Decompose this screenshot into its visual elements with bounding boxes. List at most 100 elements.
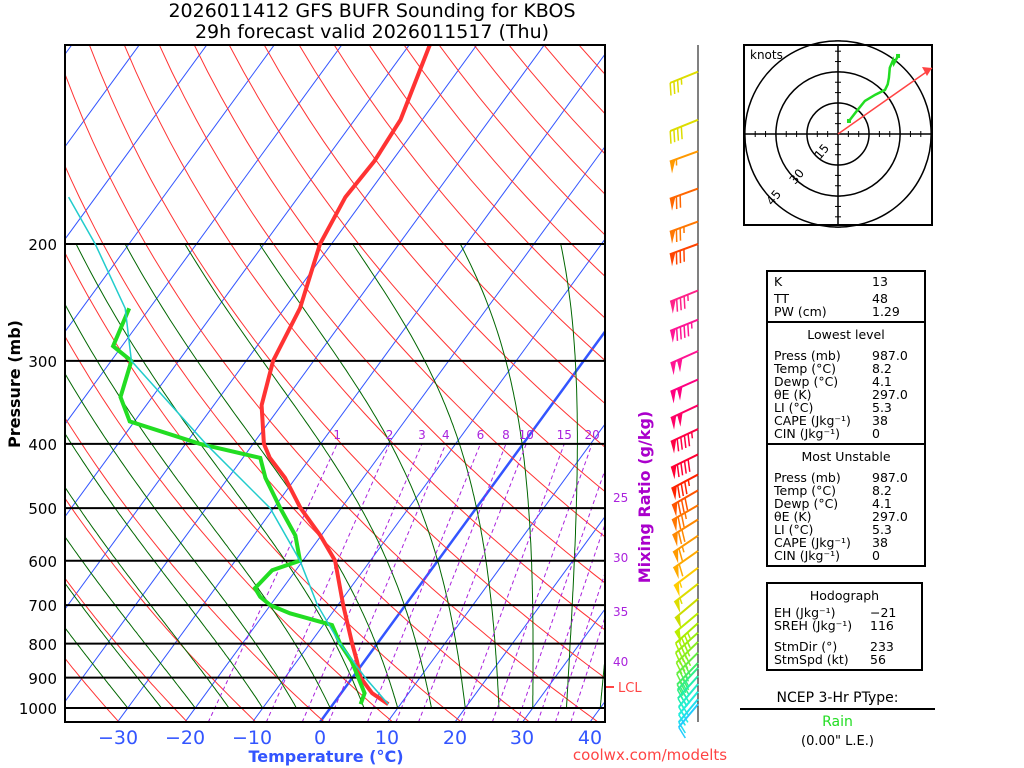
title-line-1: 2026011412 GFS BUFR Sounding for KBOS	[168, 0, 575, 22]
pressure-tick: 500	[28, 500, 57, 518]
wind-barb	[672, 550, 699, 580]
site-link[interactable]: coolwx.com/modelts	[573, 746, 727, 764]
index-row: θE (K) 297.0	[774, 388, 918, 401]
mixing-ratio-tick: 3	[418, 428, 426, 442]
index-row: CIN (Jkg⁻¹) 0	[774, 427, 918, 440]
dry-adiabat-line	[88, 45, 605, 679]
index-label: CAPE (Jkg⁻¹)	[774, 535, 851, 550]
barb-feather	[680, 462, 684, 476]
wind-barb	[669, 243, 699, 267]
barb-feather	[687, 323, 690, 337]
barb-half-feather	[686, 641, 691, 649]
moist-adiabat-line	[65, 582, 162, 709]
moist-adiabat-line	[459, 243, 534, 708]
index-value: 5.3	[872, 400, 892, 415]
barb-staff	[677, 691, 699, 716]
index-label: TT	[774, 291, 790, 306]
barb-pennant	[677, 412, 683, 427]
index-label: CAPE (Jkg⁻¹)	[774, 413, 851, 428]
index-row: EH (Jkg⁻¹) −21	[774, 606, 915, 619]
pressure-tick: 400	[28, 436, 57, 454]
index-value: 48	[872, 291, 888, 306]
temperature-tick: −10	[232, 727, 272, 749]
index-row: Temp (°C) 8.2	[774, 484, 918, 497]
barb-staff	[677, 675, 699, 699]
wind-barb	[669, 289, 699, 314]
barb-pennant	[676, 386, 683, 401]
profiles	[67, 45, 432, 706]
index-label: Temp (°C)	[774, 483, 837, 498]
barb-half-feather	[681, 546, 685, 553]
dry-adiabat-line	[123, 45, 605, 631]
barb-pennant	[669, 252, 676, 267]
indices-table: K 13 TT 48 PW (cm) 1.29 Lowest level Press …	[766, 270, 926, 567]
barb-feather	[678, 548, 684, 561]
moist-adiabat-line	[599, 653, 605, 709]
barb-feather	[683, 325, 686, 338]
barb-pennant	[675, 614, 682, 629]
index-value: 987.0	[872, 470, 908, 485]
mixing-ratio-line	[328, 443, 447, 722]
barb-pennant	[670, 389, 677, 404]
temperature-tick: −20	[165, 727, 205, 749]
dry-adiabat-line	[65, 164, 530, 722]
index-row: CIN (Jkg⁻¹) 0	[774, 549, 918, 562]
index-value: 4.1	[872, 374, 892, 389]
index-label: StmSpd (kt)	[774, 652, 849, 667]
dry-adiabat-line	[228, 45, 605, 493]
barb-staff	[676, 662, 699, 686]
barb-feather	[681, 529, 686, 543]
barb-feather	[677, 501, 682, 515]
pressure-tick-labels: 200 300 400 500 600 700 800 900 1000	[19, 236, 57, 718]
wind-barb	[669, 220, 699, 244]
index-label: CIN (Jkg⁻¹)	[774, 426, 840, 441]
mixing-ratio-line	[460, 443, 565, 722]
mixing-ratio-line	[301, 443, 423, 722]
dry-adiabat-line	[65, 577, 188, 722]
dry-adiabat-line	[193, 45, 605, 538]
barb-feather	[673, 129, 676, 143]
barb-feather	[678, 726, 686, 739]
mixing-ratio-line	[265, 443, 391, 722]
mixing-ratio-line	[366, 443, 481, 722]
mixing-ratio-tick: 15	[557, 428, 572, 442]
section-title: Hodograph	[809, 588, 880, 603]
mixing-ratio-tick: 30	[613, 551, 628, 565]
barb-pennant	[670, 360, 677, 376]
wind-barb	[669, 187, 699, 211]
index-label: Press (mb)	[774, 348, 841, 363]
hodograph-start-marker	[846, 118, 851, 123]
plot-frame	[64, 44, 606, 723]
barb-feather	[680, 499, 685, 513]
index-value: 4.1	[872, 496, 892, 511]
index-value: 13	[872, 274, 888, 289]
mixing-ratio-line	[516, 468, 605, 722]
wind-barb	[669, 70, 699, 96]
index-row: Press (mb) 987.0	[774, 349, 918, 362]
barb-feather	[684, 664, 692, 677]
barb-half-feather	[690, 431, 694, 439]
index-row: CAPE (Jkg⁻¹) 38	[774, 414, 918, 427]
index-label: LI (°C)	[774, 400, 814, 415]
lcl-label: LCL	[618, 681, 642, 696]
parcel-profile	[67, 196, 389, 705]
index-label: K	[774, 274, 783, 289]
wind-barb	[670, 404, 699, 430]
barb-feather	[680, 711, 689, 723]
barb-feather	[679, 297, 682, 311]
index-value: 0	[872, 548, 880, 563]
barb-staff	[670, 404, 699, 419]
barb-half-feather	[679, 597, 683, 605]
wind-barb	[670, 453, 699, 480]
temperature-tick: 10	[375, 727, 399, 749]
barb-staff	[677, 703, 699, 728]
barb-pennant	[674, 582, 680, 597]
dry-adiabat-line	[65, 417, 325, 722]
hodograph-indices: Hodograph EH (Jkg⁻¹) −21 SREH (Jkg⁻¹) 116 St…	[766, 582, 923, 671]
barb-staff	[677, 698, 699, 723]
barb-staff	[676, 667, 699, 691]
mixing-ratio-side-labels: 25 30 35 40	[613, 491, 628, 669]
wind-barb	[671, 473, 699, 501]
barb-feather	[687, 433, 691, 447]
barb-half-feather	[686, 632, 691, 639]
